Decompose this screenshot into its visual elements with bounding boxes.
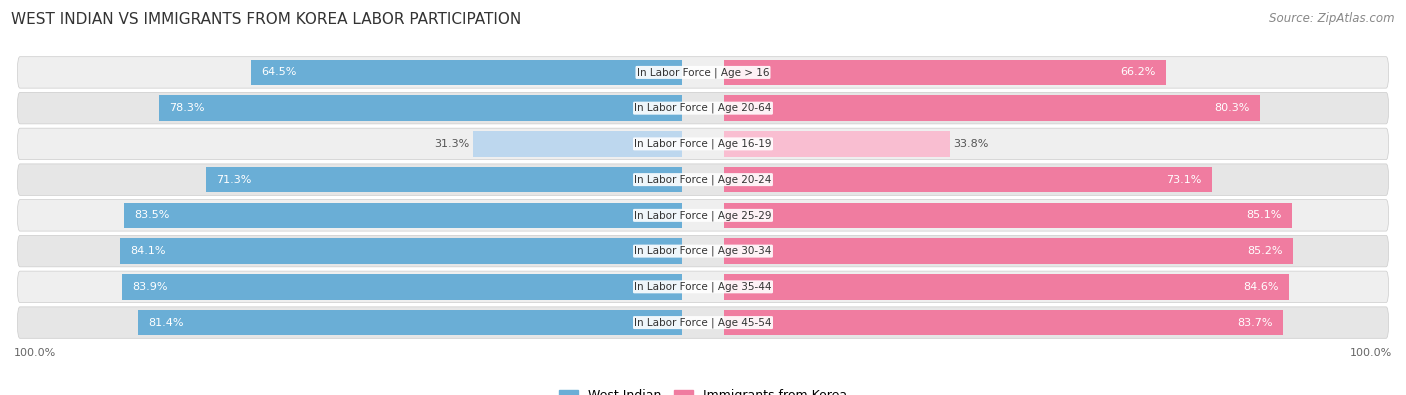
Text: In Labor Force | Age 16-19: In Labor Force | Age 16-19	[634, 139, 772, 149]
FancyBboxPatch shape	[17, 271, 1389, 303]
FancyBboxPatch shape	[17, 307, 1389, 338]
FancyBboxPatch shape	[17, 57, 1389, 88]
Bar	[724, 203, 1292, 228]
FancyBboxPatch shape	[17, 235, 1389, 267]
Bar	[474, 131, 682, 157]
Text: In Labor Force | Age 20-24: In Labor Force | Age 20-24	[634, 174, 772, 185]
Text: 84.6%: 84.6%	[1243, 282, 1278, 292]
Bar	[724, 167, 1212, 192]
Text: 83.9%: 83.9%	[132, 282, 167, 292]
Text: 81.4%: 81.4%	[149, 318, 184, 327]
FancyBboxPatch shape	[17, 164, 1389, 196]
Text: 80.3%: 80.3%	[1215, 103, 1250, 113]
Text: 100.0%: 100.0%	[14, 348, 56, 358]
Text: 78.3%: 78.3%	[169, 103, 205, 113]
Bar	[124, 203, 682, 228]
Bar	[724, 310, 1284, 335]
Text: 31.3%: 31.3%	[434, 139, 470, 149]
Text: 73.1%: 73.1%	[1167, 175, 1202, 184]
Text: 100.0%: 100.0%	[1350, 348, 1392, 358]
Text: In Labor Force | Age 30-34: In Labor Force | Age 30-34	[634, 246, 772, 256]
Bar	[724, 238, 1294, 264]
Bar	[205, 167, 682, 192]
Text: 64.5%: 64.5%	[262, 68, 297, 77]
Text: WEST INDIAN VS IMMIGRANTS FROM KOREA LABOR PARTICIPATION: WEST INDIAN VS IMMIGRANTS FROM KOREA LAB…	[11, 12, 522, 27]
Bar	[138, 310, 682, 335]
Bar	[724, 131, 949, 157]
Bar	[724, 95, 1260, 121]
Text: 71.3%: 71.3%	[217, 175, 252, 184]
Text: 84.1%: 84.1%	[131, 246, 166, 256]
Text: 66.2%: 66.2%	[1121, 68, 1156, 77]
Text: 83.7%: 83.7%	[1237, 318, 1272, 327]
Text: In Labor Force | Age > 16: In Labor Force | Age > 16	[637, 67, 769, 78]
Text: In Labor Force | Age 25-29: In Labor Force | Age 25-29	[634, 210, 772, 221]
FancyBboxPatch shape	[17, 199, 1389, 231]
Bar	[724, 274, 1289, 300]
Text: 85.2%: 85.2%	[1247, 246, 1282, 256]
Text: 85.1%: 85.1%	[1247, 211, 1282, 220]
FancyBboxPatch shape	[17, 92, 1389, 124]
Text: 33.8%: 33.8%	[953, 139, 988, 149]
Bar	[252, 60, 682, 85]
Bar	[122, 274, 682, 300]
Text: 83.5%: 83.5%	[135, 211, 170, 220]
Bar	[121, 238, 682, 264]
Text: In Labor Force | Age 20-64: In Labor Force | Age 20-64	[634, 103, 772, 113]
Text: Source: ZipAtlas.com: Source: ZipAtlas.com	[1270, 12, 1395, 25]
Bar	[159, 95, 682, 121]
Legend: West Indian, Immigrants from Korea: West Indian, Immigrants from Korea	[554, 384, 852, 395]
Bar	[724, 60, 1166, 85]
FancyBboxPatch shape	[17, 128, 1389, 160]
Text: In Labor Force | Age 45-54: In Labor Force | Age 45-54	[634, 317, 772, 328]
Text: In Labor Force | Age 35-44: In Labor Force | Age 35-44	[634, 282, 772, 292]
